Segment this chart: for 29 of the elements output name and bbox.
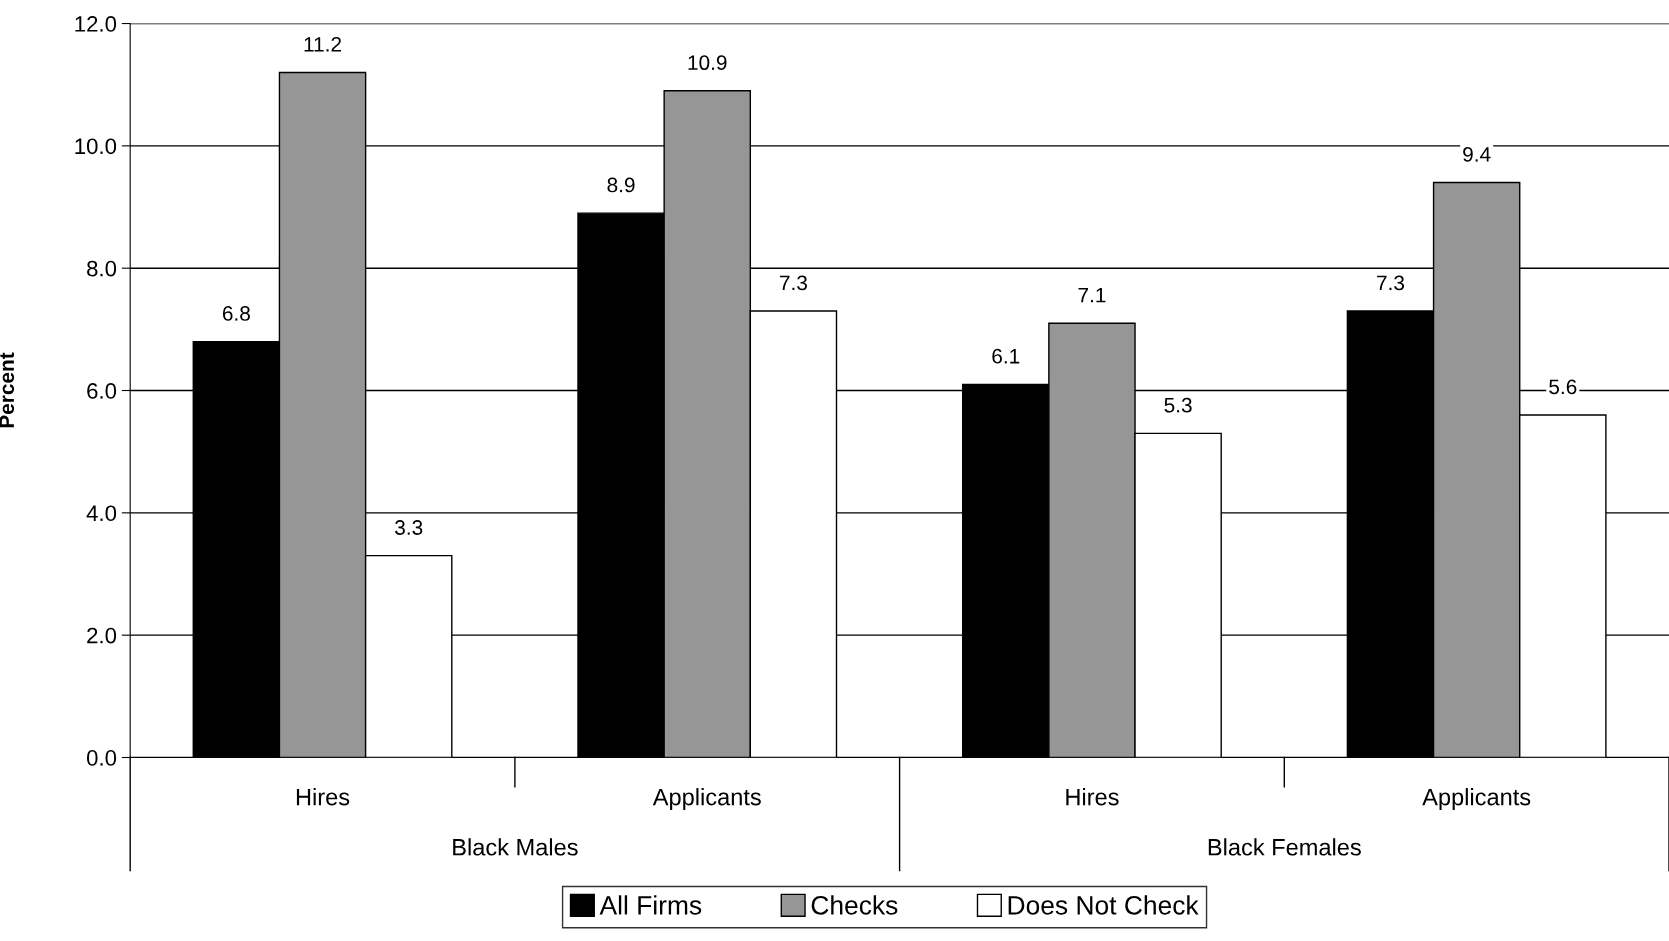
x-tick-label: Hires [1066, 788, 1119, 806]
data-label: 7.3 [780, 275, 807, 291]
legend-label: All Firms [599, 895, 702, 915]
y-tick-label: 8.0 [87, 260, 117, 277]
y-tick-label: 6.0 [87, 383, 117, 399]
x-tick-label: Applicants [652, 788, 761, 811]
data-label: 11.2 [304, 36, 341, 52]
data-label: 7.3 [1377, 275, 1405, 291]
legend-label: Does Not Check [1008, 895, 1199, 915]
x-tick-label: Applicants [1422, 788, 1531, 811]
data-label: 6.8 [222, 306, 250, 321]
data-label: 10.9 [688, 55, 727, 71]
y-tick-label: 12.0 [75, 16, 117, 32]
y-tick-label: 0.0 [86, 750, 117, 766]
y-tick-label: 4.0 [86, 505, 117, 522]
text: Black Males [453, 838, 578, 856]
data-label: 8.9 [607, 177, 635, 193]
y-tick-label: 2.0 [87, 627, 117, 644]
data-label: 6.1 [992, 348, 1020, 364]
y-axis-title: Percent [0, 352, 15, 428]
data-label: 7.1 [1078, 287, 1106, 303]
data-label: 9.4 [1463, 147, 1491, 162]
legend-label: Checks [811, 895, 898, 915]
data-label: 5.3 [1164, 397, 1192, 413]
data-label: 5.6 [1549, 379, 1577, 395]
y-tick-label: 10.0 [75, 138, 117, 155]
text: Black Females [1208, 838, 1361, 856]
x-tick-label: Hires [296, 788, 350, 806]
data-label: 3.3 [395, 520, 423, 535]
